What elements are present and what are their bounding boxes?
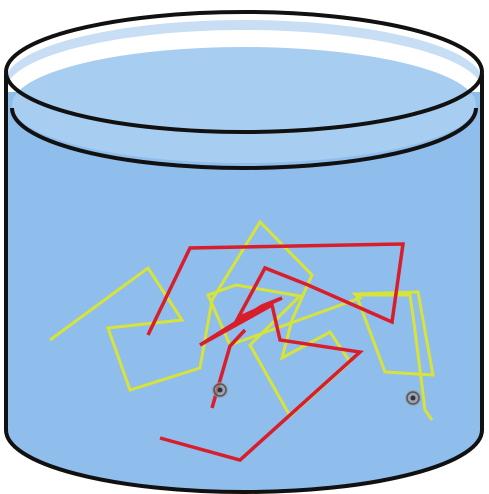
beaker-rim — [4, 10, 484, 134]
chain-end-marker-right — [405, 390, 421, 406]
chain-end-marker-left — [212, 382, 228, 398]
beaker-inner-wall — [5, 20, 483, 92]
beaker-body-water — [5, 92, 483, 492]
water-surface-edge — [10, 107, 478, 170]
water-surface — [12, 47, 476, 163]
polymer-chain-red — [146, 242, 406, 462]
beaker-bottom-edge — [4, 429, 484, 494]
